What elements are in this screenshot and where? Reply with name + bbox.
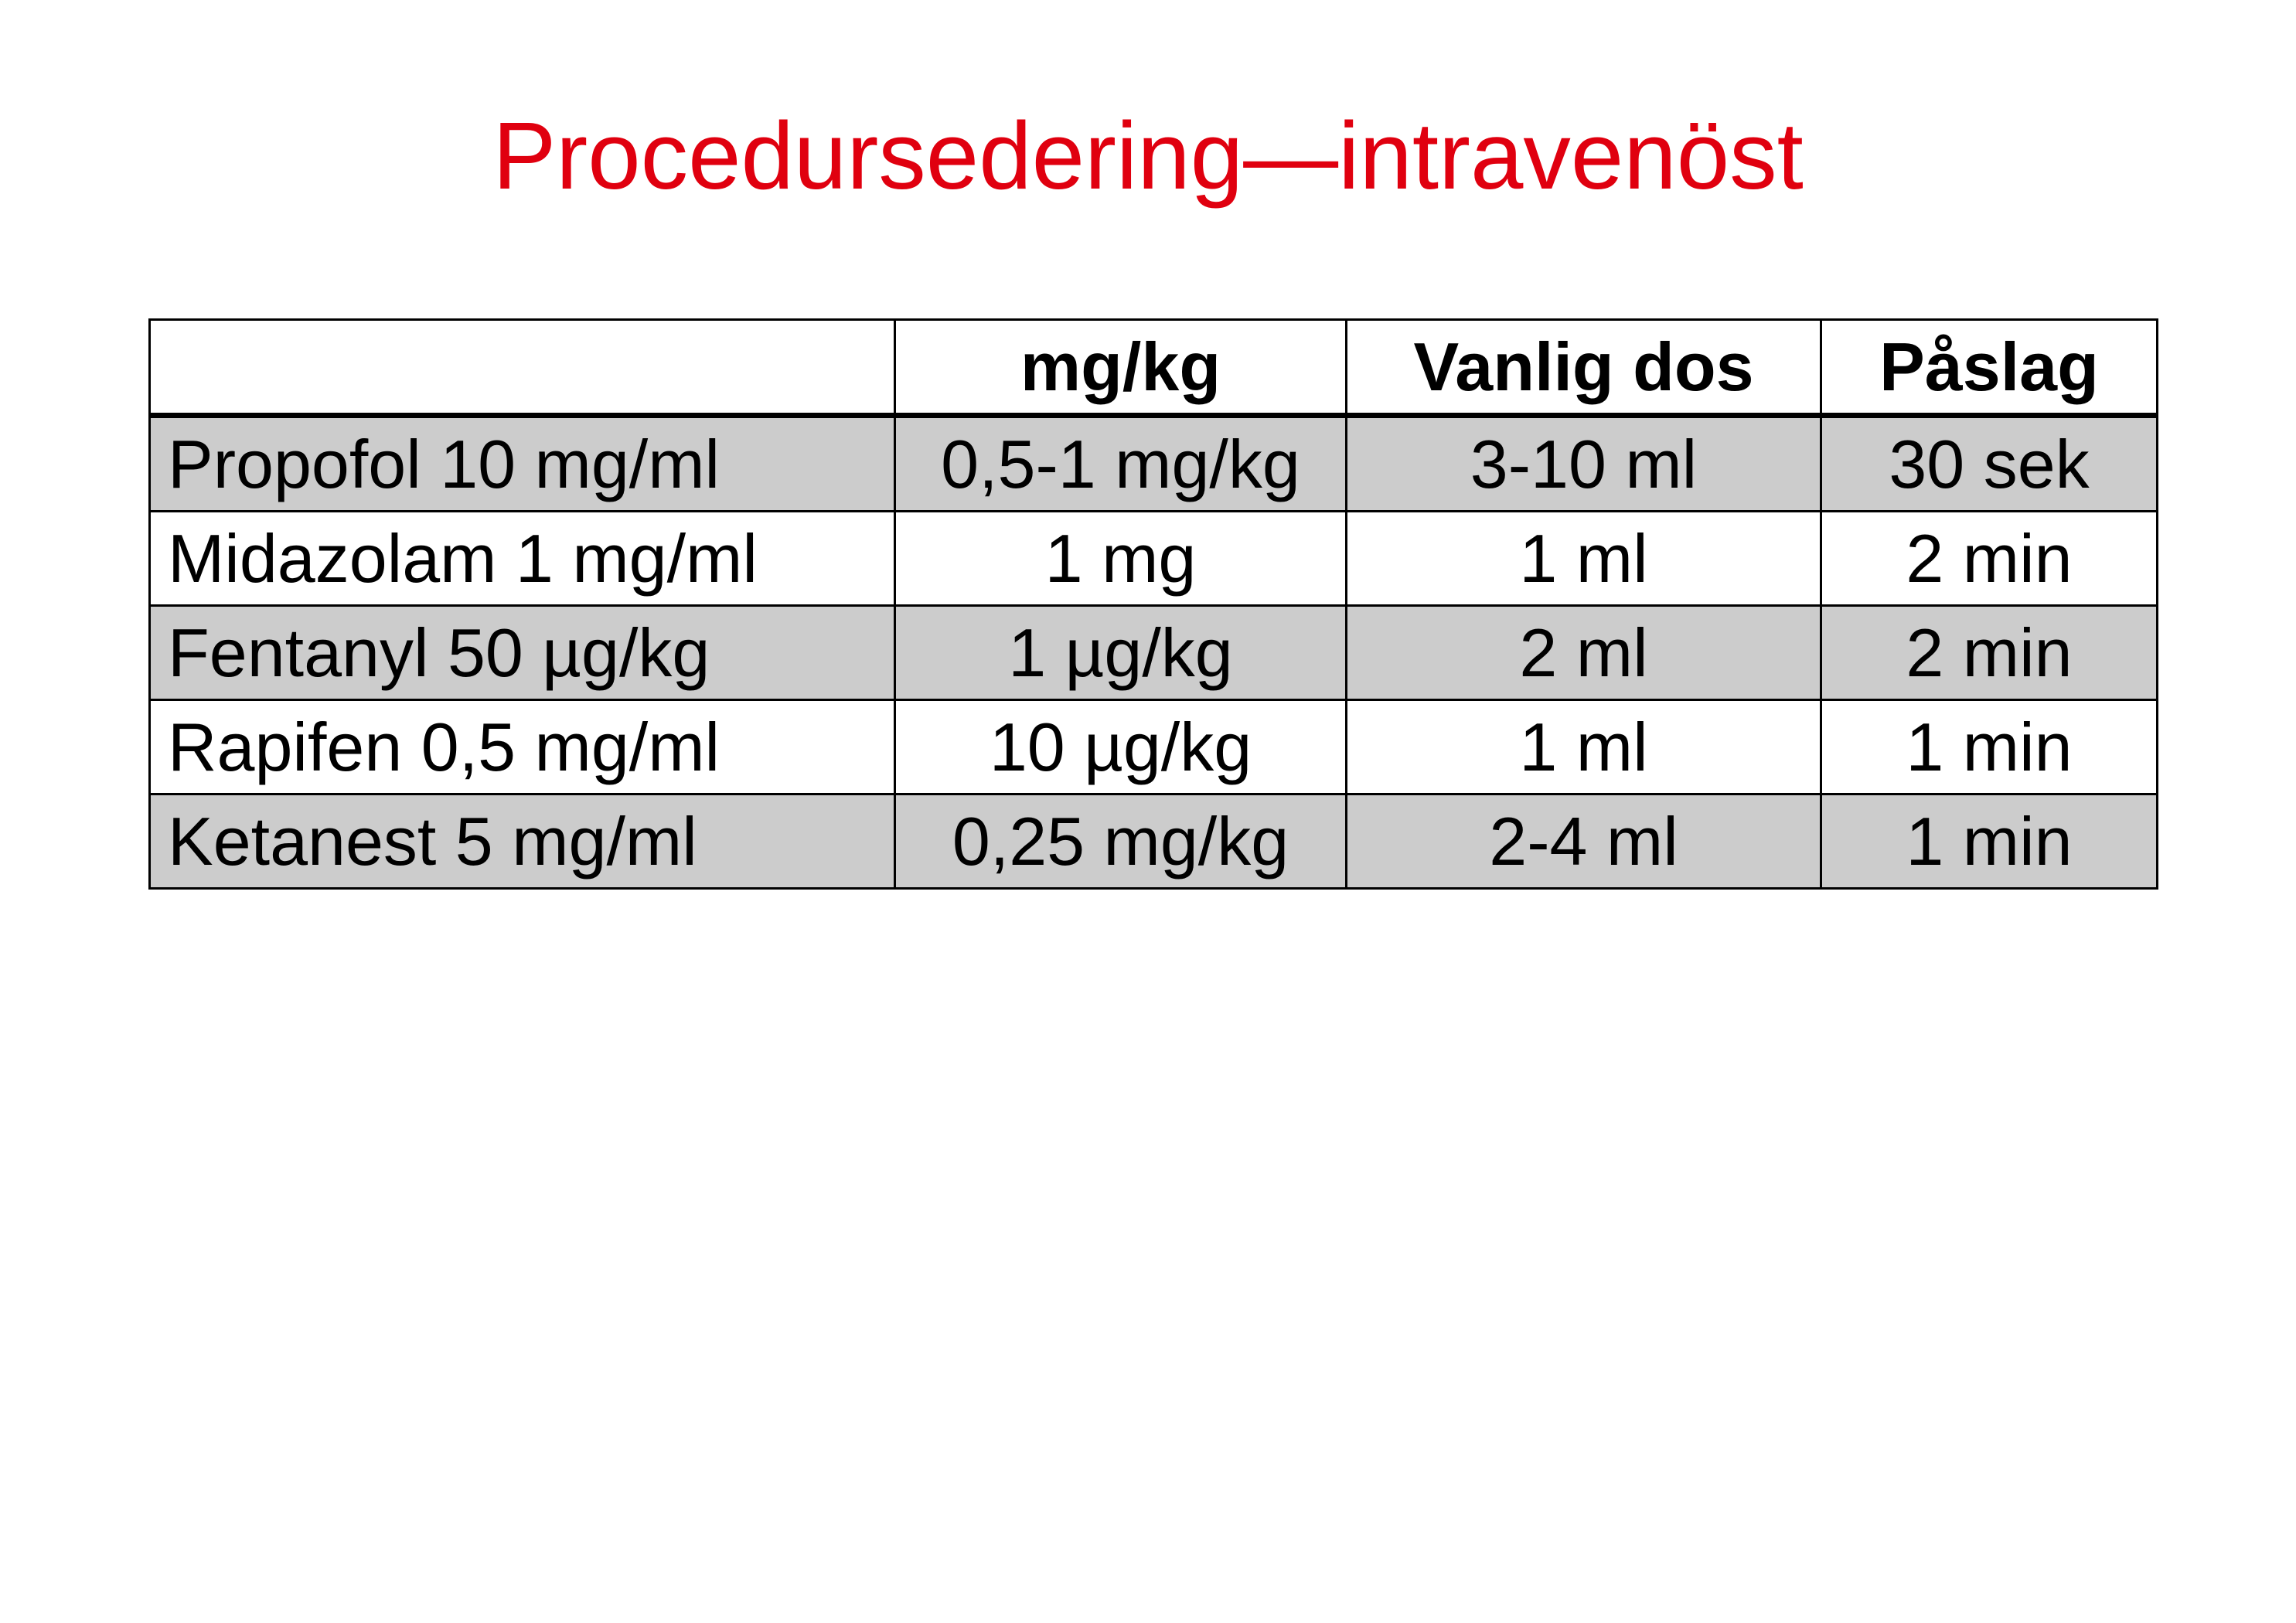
drug-name-cell: Midazolam 1 mg/ml: [148, 510, 896, 607]
table-row: Ketanest 5 mg/ml 0,25 mg/kg 2-4 ml 1 min: [148, 793, 2158, 890]
drug-name-cell: Rapifen 0,5 mg/ml: [148, 699, 896, 795]
onset-cell: 2 min: [1820, 604, 2158, 701]
table-row: Rapifen 0,5 mg/ml 10 µg/kg 1 ml 1 min: [148, 699, 2158, 795]
usual-dose-cell: 1 ml: [1345, 699, 1822, 795]
mg-per-kg-cell: 0,5-1 mg/kg: [894, 414, 1347, 512]
onset-cell: 1 min: [1820, 793, 2158, 890]
table-header-row: mg/kg Vanlig dos Påslag: [148, 318, 2158, 418]
table-row: Midazolam 1 mg/ml 1 mg 1 ml 2 min: [148, 510, 2158, 607]
table-row: Propofol 10 mg/ml 0,5-1 mg/kg 3-10 ml 30…: [148, 414, 2158, 512]
column-header-mg-per-kg: mg/kg: [894, 318, 1347, 418]
onset-cell: 30 sek: [1820, 414, 2158, 512]
usual-dose-cell: 2-4 ml: [1345, 793, 1822, 890]
mg-per-kg-cell: 10 µg/kg: [894, 699, 1347, 795]
dosage-table: mg/kg Vanlig dos Påslag Propofol 10 mg/m…: [148, 318, 2158, 890]
onset-cell: 2 min: [1820, 510, 2158, 607]
column-header-onset: Påslag: [1820, 318, 2158, 418]
usual-dose-cell: 1 ml: [1345, 510, 1822, 607]
mg-per-kg-cell: 0,25 mg/kg: [894, 793, 1347, 890]
drug-name-cell: Ketanest 5 mg/ml: [148, 793, 896, 890]
drug-name-cell: Fentanyl 50 µg/kg: [148, 604, 896, 701]
table-row: Fentanyl 50 µg/kg 1 µg/kg 2 ml 2 min: [148, 604, 2158, 701]
usual-dose-cell: 3-10 ml: [1345, 414, 1822, 512]
mg-per-kg-cell: 1 mg: [894, 510, 1347, 607]
column-header-usual-dose: Vanlig dos: [1345, 318, 1822, 418]
page-title: Procedursedering—intravenöst: [492, 104, 1804, 209]
column-header-drug: [148, 318, 896, 418]
onset-cell: 1 min: [1820, 699, 2158, 795]
usual-dose-cell: 2 ml: [1345, 604, 1822, 701]
mg-per-kg-cell: 1 µg/kg: [894, 604, 1347, 701]
drug-name-cell: Propofol 10 mg/ml: [148, 414, 896, 512]
